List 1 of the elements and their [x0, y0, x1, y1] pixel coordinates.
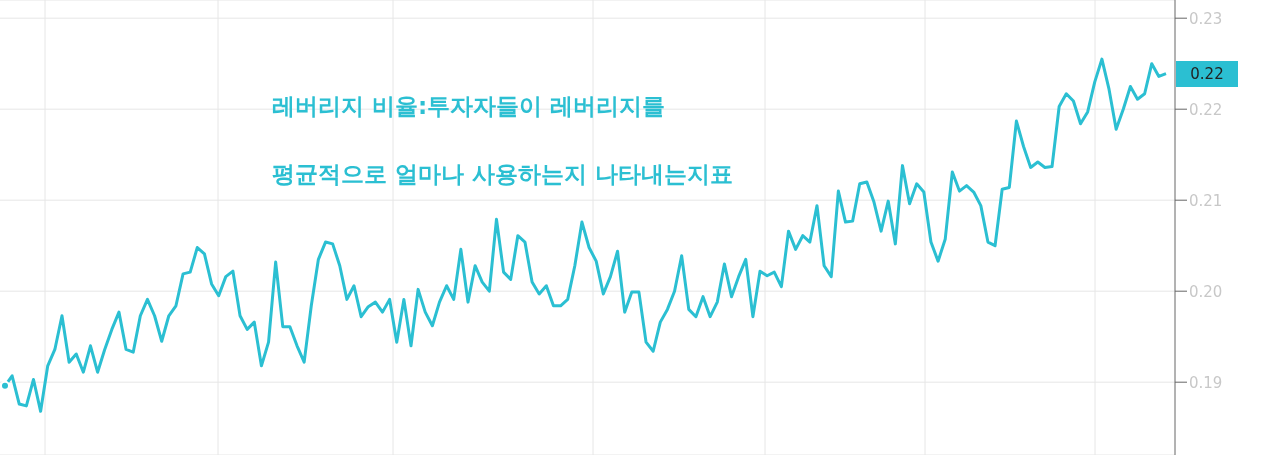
chart-title: 레버리지 비율:투자자들이 레버리지를 평균적으로 얼마나 사용하는지 나타내는지표	[272, 93, 734, 187]
